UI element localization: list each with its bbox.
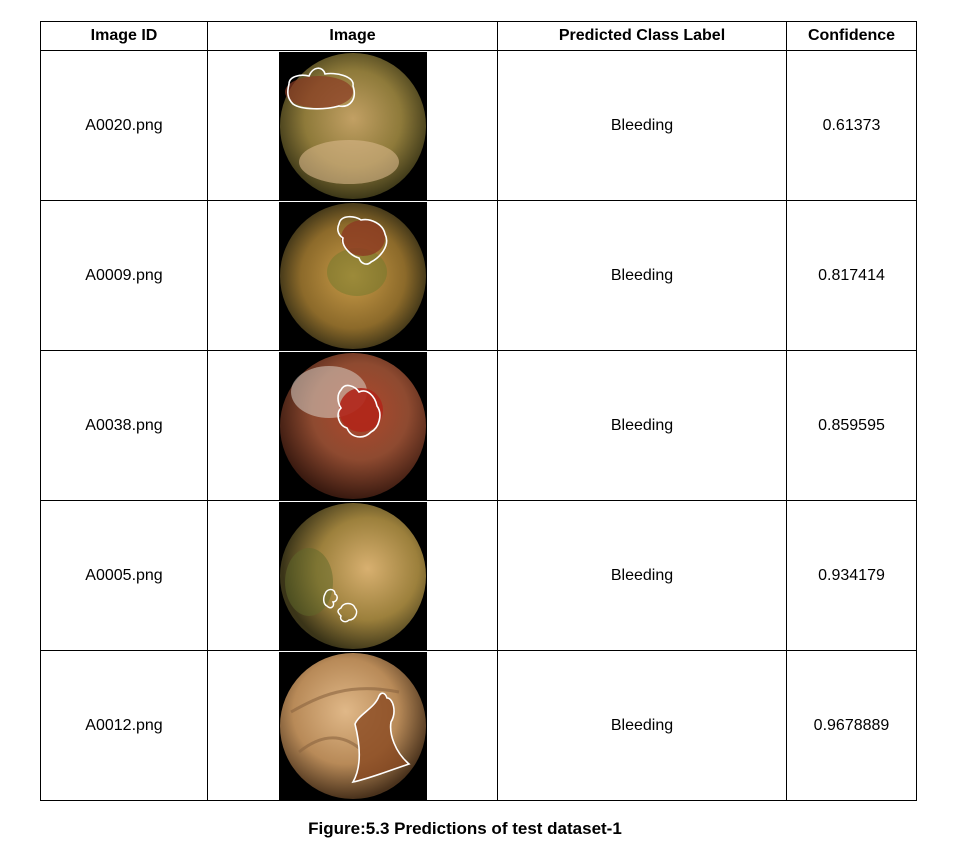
table-row: A0038.png Bleeding 0.859595 — [40, 350, 917, 501]
predicted-label-cell: Bleeding — [497, 650, 787, 801]
confidence-cell: 0.817414 — [786, 200, 917, 351]
image-cell — [207, 650, 498, 801]
header-confidence: Confidence — [786, 21, 917, 51]
predicted-label-cell: Bleeding — [497, 350, 787, 501]
image-id-cell: A0012.png — [40, 650, 208, 801]
table-row: A0020.png Bleeding 0.61373 — [40, 50, 917, 201]
header-row: Image ID Image Predicted Class Label Con… — [40, 21, 917, 51]
endoscopy-image-icon — [278, 651, 427, 800]
predictions-table: Image ID Image Predicted Class Label Con… — [40, 21, 917, 801]
header-image-id: Image ID — [40, 21, 208, 51]
endoscopy-image-icon — [278, 51, 427, 200]
predicted-label-cell: Bleeding — [497, 500, 787, 651]
image-cell — [207, 50, 498, 201]
image-cell — [207, 200, 498, 351]
image-id-cell: A0009.png — [40, 200, 208, 351]
figure-caption: Figure:5.3 Predictions of test dataset-1 — [308, 819, 622, 838]
image-id-cell: A0020.png — [40, 50, 208, 201]
image-id-cell: A0005.png — [40, 500, 208, 651]
endoscopy-image-icon — [278, 501, 427, 650]
table-row: A0005.png Bleeding 0.934179 — [40, 500, 917, 651]
table-row: A0009.png Bleeding 0.817414 — [40, 200, 917, 351]
confidence-cell: 0.934179 — [786, 500, 917, 651]
predicted-label-cell: Bleeding — [497, 200, 787, 351]
image-cell — [207, 350, 498, 501]
endoscopy-image-icon — [278, 351, 427, 500]
predicted-label-cell: Bleeding — [497, 50, 787, 201]
confidence-cell: 0.859595 — [786, 350, 917, 501]
image-id-cell: A0038.png — [40, 350, 208, 501]
header-image: Image — [207, 21, 498, 51]
table-row: A0012.png Bleeding 0.967888 — [40, 650, 917, 801]
image-cell — [207, 500, 498, 651]
endoscopy-image-icon — [278, 201, 427, 350]
confidence-cell: 0.61373 — [786, 50, 917, 201]
confidence-cell: 0.9678889 — [786, 650, 917, 801]
header-predicted-class-label: Predicted Class Label — [497, 21, 787, 51]
